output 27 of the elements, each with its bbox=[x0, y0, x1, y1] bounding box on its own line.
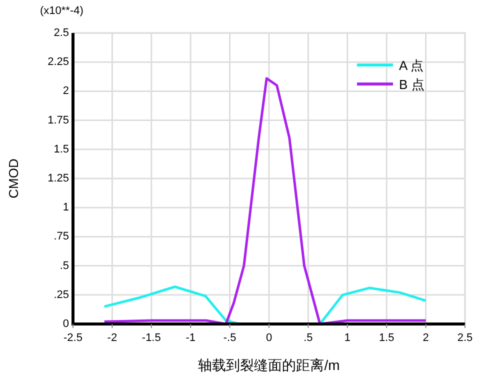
x-tick-label: -1 bbox=[186, 332, 196, 344]
y-axis-title: CMOD bbox=[6, 158, 21, 198]
x-tick-label: -1.5 bbox=[142, 332, 161, 344]
y-tick-label: 1.25 bbox=[48, 172, 69, 184]
text: (x10**-4) bbox=[40, 5, 84, 17]
y-tick-label: 2 bbox=[62, 85, 69, 98]
y-tick-label: 1.75 bbox=[48, 114, 69, 126]
y-tick-label: 1 bbox=[62, 202, 69, 214]
x-tick-label: 2.5 bbox=[457, 332, 473, 344]
legend-label: B 点 bbox=[399, 77, 424, 92]
y-tick-label: 1.5 bbox=[54, 143, 69, 156]
x-tick-label: -.5 bbox=[223, 332, 236, 344]
x-tick-label: -2 bbox=[107, 332, 118, 344]
x-tick-label: 1.5 bbox=[378, 332, 394, 344]
x-tick-label: 1 bbox=[344, 332, 350, 344]
y-tick-label: .25 bbox=[54, 288, 69, 301]
y-tick-label: .5 bbox=[60, 260, 69, 272]
y-tick-label: .75 bbox=[54, 230, 69, 243]
x-tick-label: -2.5 bbox=[64, 332, 82, 344]
y-tick-label: 2.25 bbox=[48, 56, 69, 68]
y-tick-label: 0 bbox=[62, 318, 69, 330]
x-tick-label: 0 bbox=[266, 332, 272, 344]
x-axis-title: 轴载到裂缝面的距离/m bbox=[198, 357, 340, 373]
y-tick-label: 2.5 bbox=[54, 27, 69, 39]
x-tick-label: 2 bbox=[422, 332, 429, 344]
legend-label: A 点 bbox=[399, 58, 424, 73]
x-tick-label: .5 bbox=[304, 332, 313, 344]
